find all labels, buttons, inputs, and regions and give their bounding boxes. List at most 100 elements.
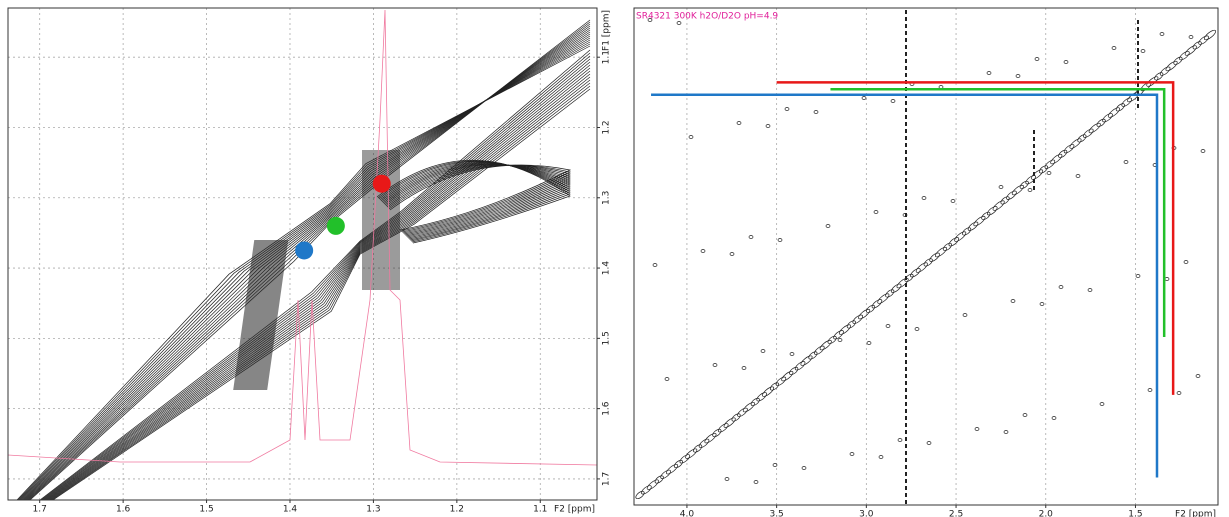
diagonal-peak: [666, 463, 679, 475]
diagonal-peak: [1096, 118, 1106, 127]
cross-peak-marker: [295, 241, 314, 260]
diagonal-peak: [890, 283, 902, 293]
noise-peak: [729, 252, 735, 256]
diagonal-peak: [871, 299, 883, 309]
noise-peak: [1188, 35, 1194, 39]
noise-peak: [1123, 160, 1129, 164]
diagonal-peak: [814, 345, 825, 355]
contour-line: [21, 35, 591, 501]
diagonal-peak: [1006, 190, 1017, 200]
noise-peak: [890, 99, 896, 103]
diagonal-peak: [852, 314, 864, 324]
diagonal-peak: [885, 289, 895, 298]
noise-peak: [753, 480, 759, 484]
contour-line: [19, 39, 591, 501]
noise-peak: [986, 71, 992, 75]
diagonal-peak: [698, 438, 710, 448]
diagonal-peak: [934, 246, 948, 258]
diagonal-peak: [1038, 165, 1049, 174]
diagonal-peak: [685, 448, 698, 459]
contour-line: [377, 160, 571, 243]
contour-line: [382, 163, 571, 238]
noise-peak: [1058, 285, 1064, 289]
diagonal-peak: [973, 215, 986, 227]
x-tick-label: 2.5: [949, 510, 963, 517]
diagonal-peak: [800, 355, 813, 366]
noise-peak: [897, 438, 903, 442]
diagonal-peak: [731, 413, 741, 422]
diagonal-peak: [693, 444, 703, 453]
contour-line: [384, 164, 571, 236]
noise-peak: [1010, 299, 1016, 303]
diagonal-peak: [1115, 103, 1125, 112]
noise-peak: [1195, 374, 1201, 378]
noise-peak: [1039, 302, 1045, 306]
noise-peak: [921, 196, 927, 200]
diagonal-peak: [756, 392, 767, 402]
diagonal-peak: [781, 370, 794, 382]
y-tick-label: 1.5: [602, 331, 612, 345]
diagonal-peak: [954, 231, 967, 242]
diagonal-peak: [986, 206, 998, 216]
noise-peak: [837, 338, 843, 342]
diagonal-peak: [1063, 144, 1075, 154]
spectrum-title: SR4321 300K h2O/D2O pH=4.9: [636, 12, 778, 22]
noise-peak: [765, 124, 771, 128]
noise-peak: [866, 341, 872, 345]
contour-line: [386, 164, 571, 234]
noise-peak: [914, 327, 920, 331]
x-tick-label: 3.0: [859, 510, 874, 517]
x-tick-label: 1.4: [283, 505, 298, 515]
noise-peak: [1135, 274, 1141, 278]
noise-peak: [926, 441, 932, 445]
noise-peak: [801, 466, 807, 470]
noise-peak: [885, 324, 891, 328]
noise-peak: [647, 18, 653, 22]
contour-line: [378, 161, 571, 242]
diagonal-peak: [904, 273, 914, 282]
noise-peak: [760, 349, 766, 353]
contour-line: [380, 162, 571, 240]
noise-peak: [664, 377, 670, 381]
contour-line: [376, 159, 571, 244]
diagonal-peak: [1025, 175, 1036, 185]
noise-peak: [962, 313, 968, 317]
contour-line: [20, 37, 591, 501]
noise-peak: [1200, 149, 1206, 153]
correlation-path: [651, 93, 1159, 478]
diagonal-peak: [673, 459, 683, 469]
noise-peak: [813, 110, 819, 114]
diagonal-peak: [704, 432, 717, 444]
noise-peak: [741, 366, 747, 370]
noise-peak: [688, 135, 694, 139]
diagonal-peak: [910, 268, 921, 278]
contour-line: [383, 164, 571, 237]
diagonal-peak: [717, 423, 729, 433]
noise-peak: [1140, 49, 1146, 53]
x-tick-label: 1.1: [533, 505, 547, 515]
noise-peak: [1015, 74, 1021, 78]
x-tick-label: 1.5: [199, 505, 213, 515]
diagonal-peak: [1019, 180, 1029, 189]
diagonal-peak: [992, 200, 1005, 211]
diagonal-peak: [896, 277, 909, 289]
noise-peak: [1111, 46, 1117, 50]
diagonal-peak: [723, 417, 736, 428]
noise-peak: [1051, 416, 1057, 420]
diagonal-peak: [654, 475, 664, 484]
noise-peak: [1183, 260, 1189, 264]
noise-peak: [1034, 57, 1040, 61]
y-tick-label: 1.6: [602, 401, 612, 416]
noise-peak: [1087, 288, 1093, 292]
diagonal-peak: [808, 351, 818, 360]
diagonal-peak: [762, 386, 775, 397]
x-tick-label: 4.0: [680, 510, 695, 517]
diagonal-peak: [794, 361, 806, 371]
noise-peak: [1022, 413, 1028, 417]
contour-line: [385, 164, 571, 235]
x-tick-label: 1.6: [116, 505, 131, 515]
noise-peak: [700, 249, 706, 253]
diagonal-peak: [866, 304, 876, 313]
